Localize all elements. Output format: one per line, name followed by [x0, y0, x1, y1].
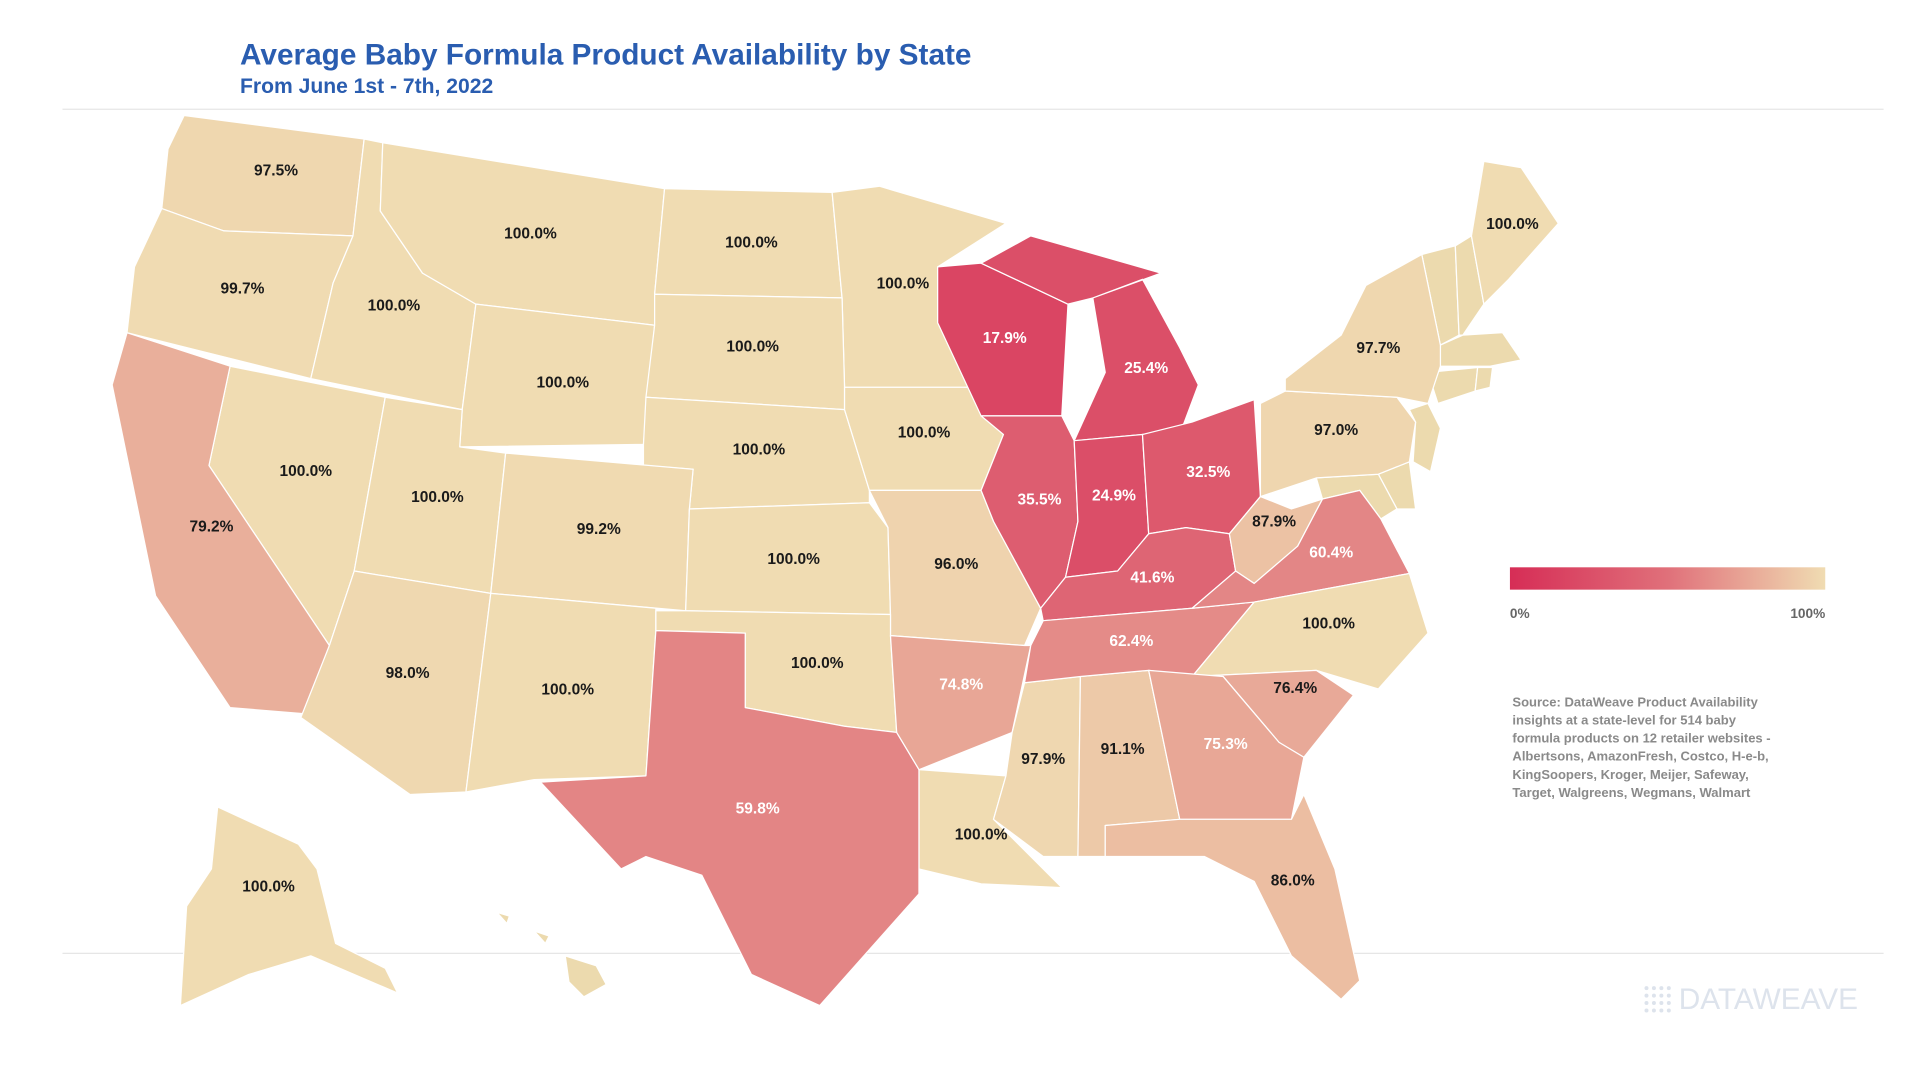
state-value-label: 100.0%	[280, 463, 333, 480]
state-value-label: 100.0%	[877, 275, 930, 292]
state-value-label: 100.0%	[733, 442, 786, 459]
state	[539, 630, 920, 1007]
state-value-label: 91.1%	[1101, 741, 1145, 758]
source-note: insights at a state-level for 514 baby	[1512, 712, 1736, 727]
state-value-label: 100.0%	[725, 234, 778, 251]
state-value-label: 100.0%	[726, 339, 779, 356]
state-value-label: 99.2%	[577, 521, 621, 538]
state-value-label: 100.0%	[1302, 616, 1355, 633]
state-value-label: 100.0%	[242, 879, 295, 896]
legend-colorbar	[1509, 567, 1826, 590]
state	[1191, 489, 1410, 609]
brand-name: DATAWEAVE	[1679, 983, 1858, 1016]
state-value-label: 100.0%	[791, 655, 844, 672]
unlabeled-states	[495, 234, 1523, 998]
state-value-label: 100.0%	[536, 375, 589, 392]
state-value-label: 100.0%	[767, 551, 820, 568]
state-value-label: 100.0%	[541, 681, 594, 698]
state-value-label: 100.0%	[411, 489, 464, 506]
state-value-label: 41.6%	[1130, 570, 1174, 587]
source-note: formula products on 12 retailer websites…	[1512, 731, 1770, 746]
chart-title: Average Baby Formula Product Availabilit…	[240, 39, 972, 72]
state-value-label: 59.8%	[736, 800, 780, 817]
state-value-label: 76.4%	[1273, 680, 1317, 697]
state-value-label: 74.8%	[939, 676, 983, 693]
state	[459, 303, 656, 448]
state	[1284, 253, 1442, 405]
state-value-label: 97.0%	[1314, 422, 1358, 439]
state-value-label: 35.5%	[1017, 491, 1061, 508]
state-value-label: 100.0%	[1486, 216, 1539, 233]
state-value-label: 86.0%	[1271, 872, 1315, 889]
state-shape	[1454, 234, 1485, 336]
state-value-label: 98.0%	[386, 665, 430, 682]
state	[1104, 793, 1361, 1000]
state-shape	[495, 911, 608, 998]
state-value-label: 87.9%	[1252, 514, 1296, 531]
state-value-label: 97.9%	[1021, 751, 1065, 768]
state-value-label: 100.0%	[955, 827, 1008, 844]
state-shape	[1408, 402, 1442, 473]
state-value-label: 25.4%	[1124, 360, 1168, 377]
source-note: Target, Walgreens, Wegmans, Walmart	[1512, 785, 1751, 800]
state-value-label: 100.0%	[504, 226, 557, 243]
state-shape	[1474, 366, 1494, 392]
legend-tick-label: 100%	[1790, 606, 1825, 621]
state-value-label: 17.9%	[983, 330, 1027, 347]
state-value-label: 79.2%	[189, 519, 233, 536]
state-value-label: 96.0%	[934, 556, 978, 573]
state-value-label: 62.4%	[1109, 633, 1153, 650]
state	[179, 806, 399, 1007]
state	[1470, 160, 1559, 305]
state-value-label: 60.4%	[1309, 545, 1353, 562]
brand-logo: DATAWEAVE	[1644, 983, 1858, 1016]
state-value-label: 75.3%	[1204, 736, 1248, 753]
state-value-label: 100.0%	[898, 424, 951, 441]
state-value-label: 24.9%	[1092, 488, 1136, 505]
state-value-label: 100.0%	[368, 298, 421, 315]
source-note: Albertsons, AmazonFresh, Costco, H-e-b,	[1512, 749, 1768, 764]
chart-subtitle: From June 1st - 7th, 2022	[240, 75, 493, 98]
state-value-label: 32.5%	[1186, 464, 1230, 481]
source-note: KingSoopers, Kroger, Meijer, Safeway,	[1512, 767, 1748, 782]
state-value-label: 97.5%	[254, 162, 298, 179]
state-value-label: 99.7%	[221, 280, 265, 297]
legend-tick-label: 0%	[1510, 606, 1530, 621]
state-value-label: 97.7%	[1356, 340, 1400, 357]
source-note: Source: DataWeave Product Availability	[1512, 694, 1758, 709]
